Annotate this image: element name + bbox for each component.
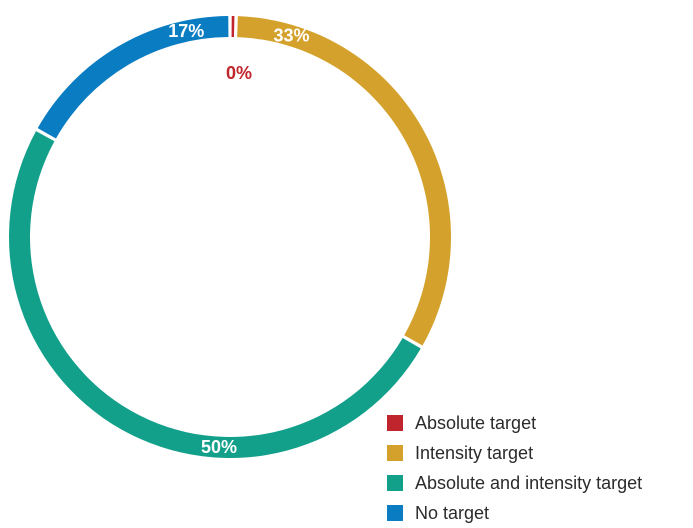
data-label-no-target: 17% (168, 21, 204, 41)
data-label-absolute-target: 0% (226, 63, 252, 83)
legend-label-absolute-target: Absolute target (415, 412, 537, 433)
legend-swatch-absolute-target (387, 415, 403, 431)
slice-absolute-and-intensity-target (8, 131, 421, 459)
legend-label-absolute-and-intensity-target: Absolute and intensity target (415, 472, 643, 493)
slice-absolute-target (231, 16, 235, 38)
legend-item-intensity-target: Intensity target (387, 438, 642, 468)
data-label-absolute-and-intensity-target: 50% (201, 437, 237, 457)
legend-item-absolute-and-intensity-target: Absolute and intensity target (387, 468, 642, 498)
legend-swatch-no-target (387, 505, 403, 521)
legend-item-absolute-target: Absolute target (387, 408, 642, 438)
legend-swatch-absolute-and-intensity-target (387, 475, 403, 491)
legend-item-no-target: No target (387, 498, 642, 528)
legend-label-no-target: No target (415, 502, 490, 523)
data-label-intensity-target: 33% (274, 26, 310, 46)
slice-no-target (37, 16, 229, 139)
legend: Absolute target Intensity target Absolut… (387, 408, 642, 528)
slice-intensity-target (237, 16, 451, 346)
legend-label-intensity-target: Intensity target (415, 442, 534, 463)
legend-swatch-intensity-target (387, 445, 403, 461)
